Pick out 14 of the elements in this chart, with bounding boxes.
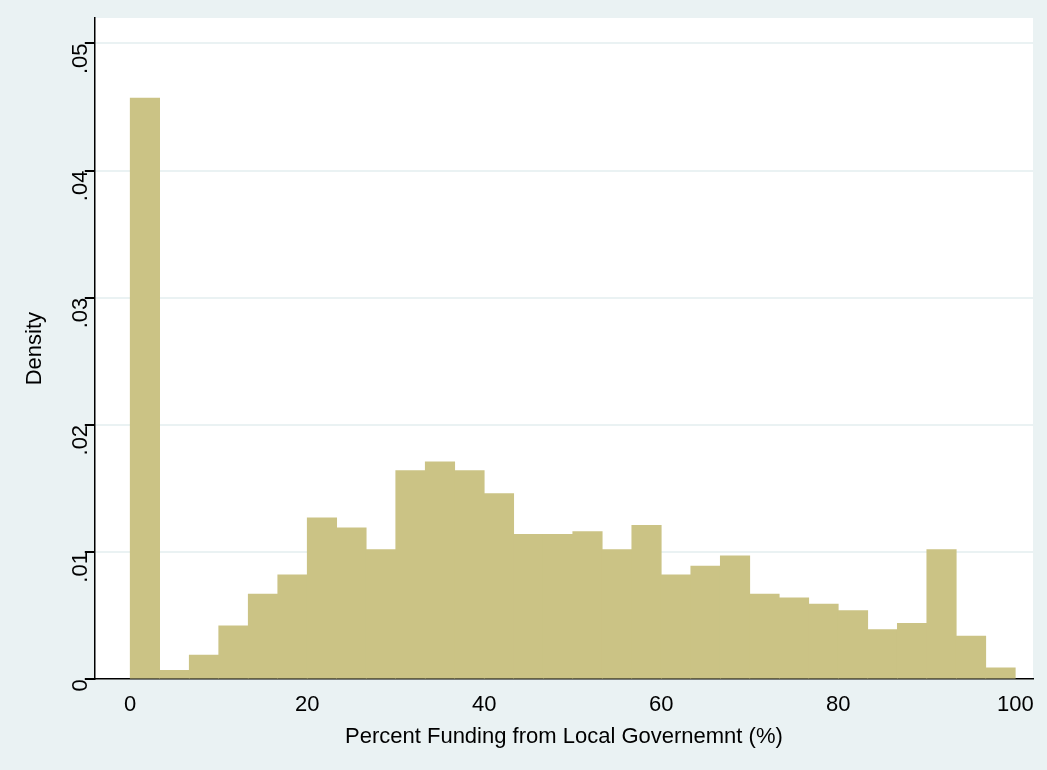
x-tick-label: 80 — [826, 691, 851, 717]
x-tick-label: 0 — [124, 691, 137, 717]
x-tick-label: 20 — [294, 691, 320, 717]
y-tick-label: .04 — [66, 170, 92, 202]
y-tick-label: .03 — [66, 297, 92, 329]
x-tick-label: 100 — [996, 691, 1034, 717]
y-tick-label: .02 — [66, 424, 92, 456]
y-tick-label: .05 — [66, 43, 92, 75]
y-tick-label: 0 — [66, 679, 92, 692]
x-tick-label: 60 — [649, 691, 674, 717]
x-tick-label: 40 — [472, 691, 497, 717]
x-axis-title: Percent Funding from Local Governemnt (%) — [345, 722, 783, 748]
y-axis-title: Density — [21, 311, 47, 386]
y-tick-label: .01 — [66, 552, 92, 583]
